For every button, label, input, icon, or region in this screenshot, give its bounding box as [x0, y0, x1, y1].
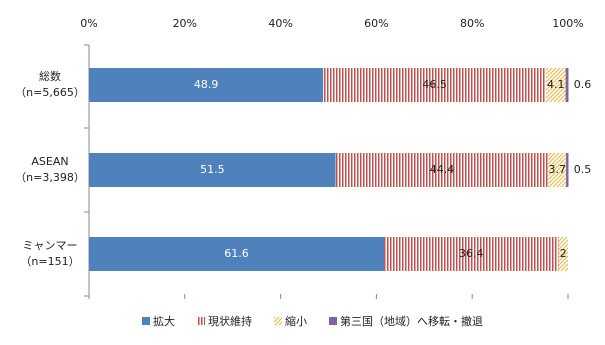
legend-label: 第三国（地域）へ移転・撤退 [340, 314, 483, 328]
bar [89, 153, 336, 187]
value-label: 46.5 [422, 78, 447, 91]
bar [545, 68, 566, 102]
bar [335, 153, 549, 187]
category-label: 総数 [39, 69, 61, 83]
x-tick-label: 40% [268, 17, 292, 30]
value-label: 0.6 [574, 78, 592, 91]
category-label: ミャンマー [23, 239, 78, 252]
bar [323, 68, 546, 102]
legend-label: 現状維持 [208, 314, 252, 328]
legend-label: 縮小 [285, 314, 307, 328]
x-tick-label: 60% [364, 17, 388, 30]
category-label: ASEAN [31, 155, 68, 168]
value-label: 48.9 [194, 78, 219, 91]
bar [558, 237, 568, 271]
legend-label: 拡大 [153, 314, 175, 328]
legend-swatch [142, 317, 150, 325]
bar [384, 237, 559, 271]
value-label: 0.5 [574, 163, 592, 176]
value-label: 44.4 [430, 163, 455, 176]
legend-swatch [274, 317, 282, 325]
value-label: 51.5 [200, 163, 225, 176]
bar [89, 237, 385, 271]
x-tick-label: 20% [173, 17, 197, 30]
x-tick-label: 80% [460, 17, 484, 30]
value-label: 2 [560, 247, 567, 260]
bar [548, 153, 567, 187]
category-note: （n=151） [20, 255, 79, 268]
value-label: 61.6 [224, 247, 249, 260]
x-tick-label: 100% [552, 17, 583, 30]
value-label: 36.4 [459, 247, 484, 260]
value-label: 3.7 [548, 163, 566, 176]
legend-swatch [197, 317, 205, 325]
bar [566, 153, 569, 187]
bar [565, 68, 569, 102]
category-note: （n=5,665） [15, 86, 85, 99]
bar [89, 68, 324, 102]
x-tick-label: 0% [80, 17, 97, 30]
category-note: （n=3,398） [15, 171, 85, 184]
value-label: 4.1 [547, 78, 565, 91]
legend-swatch [329, 317, 337, 325]
